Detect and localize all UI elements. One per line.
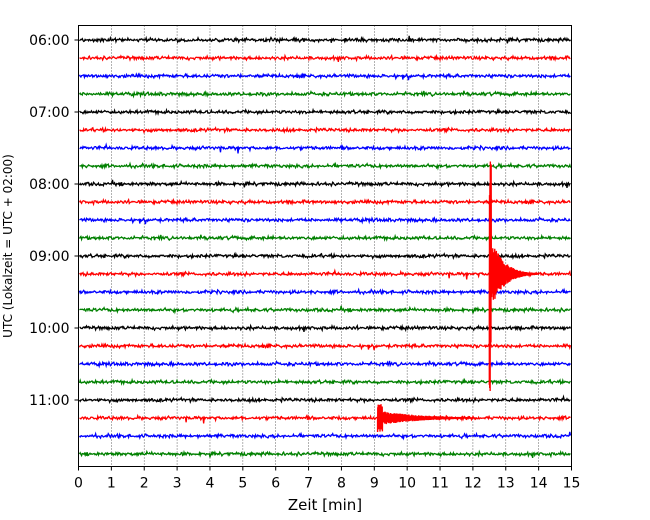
trace-0600 (79, 35, 572, 45)
y-tick-label-09:00: 09:00 (29, 249, 69, 265)
trace-0730 (79, 142, 571, 154)
event-layer (376, 161, 540, 432)
trace-1115 (79, 413, 571, 424)
y-tick-label-11:00: 11:00 (29, 393, 69, 409)
x-tick-label-13: 13 (497, 476, 515, 492)
event-signal-2 (376, 404, 477, 432)
trace-0615 (79, 53, 571, 63)
x-axis-ticks: 0 1 2 3 4 5 6 7 8 9 10 11 12 13 14 15 (74, 466, 581, 492)
x-axis-label: Zeit [min] (288, 496, 362, 514)
x-tick-label-10: 10 (398, 476, 416, 492)
x-tick-label-15: 15 (563, 476, 581, 492)
trace-0630 (78, 72, 571, 81)
trace-1130 (78, 431, 572, 441)
plot-frame (78, 25, 572, 467)
x-tick-label-5: 5 (238, 476, 247, 492)
x-tick-label-11: 11 (431, 476, 449, 492)
trace-0800 (78, 179, 571, 189)
y-tick-label-07:00: 07:00 (29, 105, 69, 121)
x-tick-label-0: 0 (74, 476, 83, 492)
x-tick-label-4: 4 (206, 476, 215, 492)
trace-layer (78, 35, 572, 459)
x-tick-label-12: 12 (464, 476, 482, 492)
y-tick-label-10:00: 10:00 (29, 321, 69, 337)
trace-0815 (78, 197, 571, 207)
x-tick-label-3: 3 (173, 476, 182, 492)
y-axis-label: UTC (Lokalzeit = UTC + 02:00) (1, 154, 15, 338)
trace-0700 (79, 107, 572, 116)
x-tick-label-9: 9 (370, 476, 379, 492)
x-tick-label-6: 6 (271, 476, 280, 492)
trace-0900 (78, 251, 571, 261)
trace-0715 (79, 126, 572, 135)
trace-1100 (78, 394, 571, 405)
trace-0830 (79, 215, 571, 225)
x-tick-label-7: 7 (304, 476, 313, 492)
trace-1145 (78, 449, 571, 459)
x-tick-label-2: 2 (140, 476, 149, 492)
y-tick-label-06:00: 06:00 (29, 33, 69, 49)
trace-0645 (78, 89, 571, 99)
trace-0745 (79, 161, 572, 171)
y-tick-label-08:00: 08:00 (29, 177, 69, 193)
x-tick-label-8: 8 (337, 476, 346, 492)
trace-0915 (79, 268, 572, 280)
trace-0845 (78, 233, 572, 242)
y-axis-ticks: 06:00 07:00 08:00 09:00 10:00 11:00 (29, 33, 79, 409)
x-tick-label-1: 1 (107, 476, 116, 492)
event-signal-1 (488, 161, 540, 392)
x-tick-label-14: 14 (530, 476, 548, 492)
